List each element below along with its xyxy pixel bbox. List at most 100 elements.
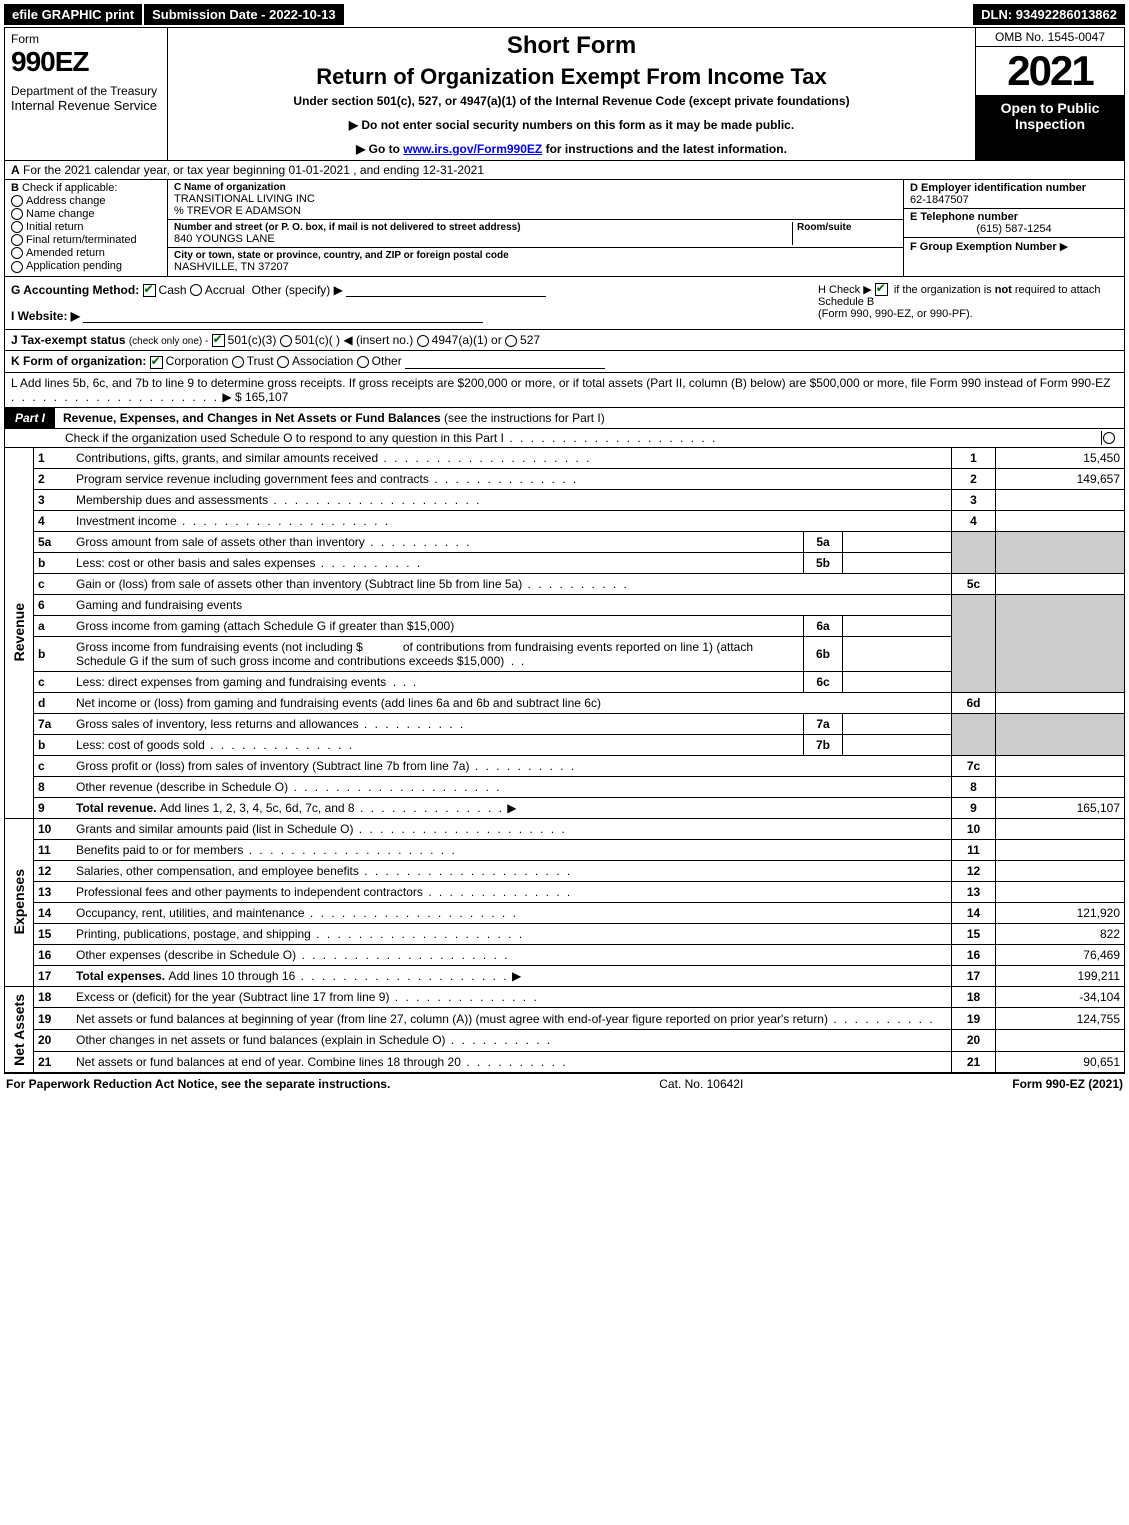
chk-accrual[interactable] — [190, 284, 202, 296]
val-21: 90,651 — [996, 1051, 1125, 1073]
chk-address[interactable]: Address change — [11, 195, 161, 207]
val-13 — [996, 881, 1125, 902]
chk-trust[interactable] — [232, 356, 244, 368]
line-10: Expenses 10 Grants and similar amounts p… — [5, 818, 1124, 839]
val-10 — [996, 818, 1125, 839]
line-13: 13 Professional fees and other payments … — [5, 881, 1124, 902]
footer: For Paperwork Reduction Act Notice, see … — [4, 1074, 1125, 1094]
val-12 — [996, 860, 1125, 881]
street: 840 YOUNGS LANE — [174, 233, 792, 245]
chk-pending[interactable]: Application pending — [11, 260, 161, 272]
phone: (615) 587-1254 — [910, 223, 1118, 235]
form-header: Form 990EZ Department of the Treasury In… — [5, 28, 1124, 161]
line-17: 17 Total expenses. Add lines 10 through … — [5, 965, 1124, 986]
line-6: 6 Gaming and fundraising events — [5, 594, 1124, 615]
city-row: City or town, state or province, country… — [168, 248, 903, 275]
dln: DLN: 93492286013862 — [973, 4, 1125, 25]
phone-row: E Telephone number (615) 587-1254 — [904, 209, 1124, 238]
col-c: C Name of organization TRANSITIONAL LIVI… — [168, 180, 903, 276]
row-l: L Add lines 5b, 6c, and 7b to line 9 to … — [5, 373, 1124, 408]
chk-final[interactable]: Final return/terminated — [11, 234, 161, 246]
val-7c — [996, 755, 1125, 776]
chk-cash[interactable] — [143, 284, 156, 297]
val-15: 822 — [996, 923, 1125, 944]
val-18: -34,104 — [996, 986, 1125, 1008]
val-5b — [843, 552, 952, 573]
under-section: Under section 501(c), 527, or 4947(a)(1)… — [178, 94, 965, 108]
val-1: 15,450 — [996, 448, 1125, 469]
chk-4947[interactable] — [417, 335, 429, 347]
return-title: Return of Organization Exempt From Incom… — [178, 64, 965, 90]
revenue-label: Revenue — [9, 599, 29, 665]
val-19: 124,755 — [996, 1008, 1125, 1030]
group-exemption-row: F Group Exemption Number ▶ — [904, 238, 1124, 255]
val-2: 149,657 — [996, 468, 1125, 489]
website-input[interactable] — [83, 322, 483, 323]
cat-no: Cat. No. 10642I — [390, 1077, 1012, 1091]
line-3: 3 Membership dues and assessments 3 — [5, 489, 1124, 510]
chk-name[interactable]: Name change — [11, 208, 161, 220]
line-5a: 5a Gross amount from sale of assets othe… — [5, 531, 1124, 552]
other-specify[interactable] — [346, 296, 546, 297]
irs-label: Internal Revenue Service — [11, 98, 161, 113]
val-9: 165,107 — [996, 797, 1125, 818]
line-8: 8 Other revenue (describe in Schedule O)… — [5, 776, 1124, 797]
accounting-method: G Accounting Method: Cash Accrual Other … — [11, 283, 818, 297]
chk-schedule-b[interactable] — [875, 283, 888, 296]
header-left: Form 990EZ Department of the Treasury In… — [5, 28, 168, 160]
val-20 — [996, 1029, 1125, 1051]
row-k: K Form of organization: Corporation Trus… — [5, 351, 1124, 372]
line-5c: c Gain or (loss) from sale of assets oth… — [5, 573, 1124, 594]
row-gh: G Accounting Method: Cash Accrual Other … — [5, 277, 1124, 330]
org-name: TRANSITIONAL LIVING INC — [174, 193, 897, 205]
ein-row: D Employer identification number 62-1847… — [904, 180, 1124, 209]
expenses-label: Expenses — [9, 865, 29, 938]
val-16: 76,469 — [996, 944, 1125, 965]
val-6d — [996, 692, 1125, 713]
val-4 — [996, 510, 1125, 531]
row-j: J Tax-exempt status (check only one) - 5… — [5, 330, 1124, 351]
val-6b — [843, 636, 952, 671]
part1-tab: Part I — [5, 408, 55, 428]
check-schedule-o: Check if the organization used Schedule … — [5, 429, 1124, 448]
other-org-input[interactable] — [405, 368, 605, 369]
line-9: 9 Total revenue. Add lines 1, 2, 3, 4, 5… — [5, 797, 1124, 818]
chk-other-org[interactable] — [357, 356, 369, 368]
val-6c — [843, 671, 952, 692]
gross-receipts: $ 165,107 — [235, 390, 288, 404]
val-11 — [996, 839, 1125, 860]
chk-527[interactable] — [505, 335, 517, 347]
top-bar: efile GRAPHIC print Submission Date - 20… — [4, 4, 1125, 25]
paperwork-notice: For Paperwork Reduction Act Notice, see … — [6, 1077, 390, 1091]
line-14: 14 Occupancy, rent, utilities, and maint… — [5, 902, 1124, 923]
form-label: Form — [11, 32, 161, 46]
street-row: Number and street (or P. O. box, if mail… — [168, 220, 903, 248]
line-4: 4 Investment income 4 — [5, 510, 1124, 531]
chk-501c3[interactable] — [212, 334, 225, 347]
val-8 — [996, 776, 1125, 797]
goto-instructions: ▶ Go to www.irs.gov/Form990EZ for instru… — [178, 142, 965, 156]
chk-used-o[interactable] — [1101, 431, 1118, 445]
line-21: 21 Net assets or fund balances at end of… — [5, 1051, 1124, 1073]
line-11: 11 Benefits paid to or for members 11 — [5, 839, 1124, 860]
dept-treasury: Department of the Treasury — [11, 84, 161, 98]
val-5c — [996, 573, 1125, 594]
netassets-label: Net Assets — [9, 990, 29, 1070]
line-12: 12 Salaries, other compensation, and emp… — [5, 860, 1124, 881]
chk-amended[interactable]: Amended return — [11, 247, 161, 259]
form-990ez: Form 990EZ Department of the Treasury In… — [4, 27, 1125, 1074]
irs-link[interactable]: www.irs.gov/Form990EZ — [403, 142, 542, 156]
city: NASHVILLE, TN 37207 — [174, 261, 897, 273]
line-1: Revenue 1 Contributions, gifts, grants, … — [5, 448, 1124, 469]
chk-initial[interactable]: Initial return — [11, 221, 161, 233]
chk-corp[interactable] — [150, 356, 163, 369]
chk-assoc[interactable] — [277, 356, 289, 368]
efile-print[interactable]: efile GRAPHIC print — [4, 4, 142, 25]
val-7b — [843, 734, 952, 755]
val-7a — [843, 713, 952, 734]
line-20: 20 Other changes in net assets or fund b… — [5, 1029, 1124, 1051]
col-b: B Check if applicable: Address change Na… — [5, 180, 168, 276]
chk-501c[interactable] — [280, 335, 292, 347]
val-3 — [996, 489, 1125, 510]
line-15: 15 Printing, publications, postage, and … — [5, 923, 1124, 944]
